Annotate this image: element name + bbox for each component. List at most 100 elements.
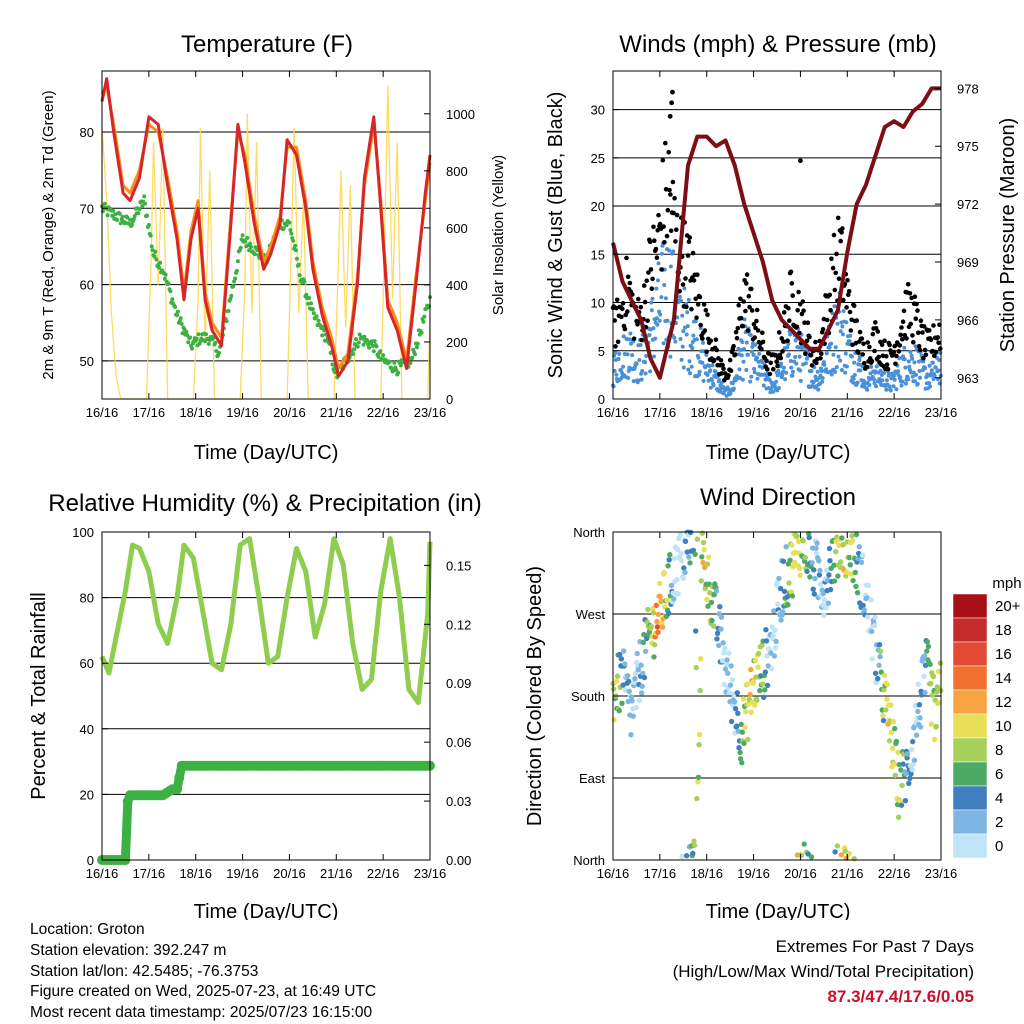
wind-gust-point <box>876 354 881 360</box>
dewpoint-point <box>367 345 372 350</box>
dewpoint-point <box>148 233 153 238</box>
wind-speed-point <box>865 387 870 392</box>
wind-speed-point <box>904 381 908 386</box>
direction-point <box>697 687 703 694</box>
wind-speed-point <box>932 373 937 378</box>
x-tick-label: 20/16 <box>784 866 817 881</box>
y-tick-label-right: 969 <box>957 255 979 270</box>
direction-point <box>827 586 834 593</box>
wind-gust-point <box>797 330 802 336</box>
wind-speed-point <box>927 363 932 368</box>
dewpoint-point <box>330 362 335 367</box>
dewpoint-point <box>163 272 168 277</box>
direction-point <box>927 661 933 668</box>
wind-speed-point <box>744 368 749 372</box>
wind-gust-point <box>848 328 854 333</box>
wind-speed-point <box>650 296 655 301</box>
direction-point <box>764 682 771 689</box>
wind-speed-point <box>681 329 686 334</box>
dewpoint-point <box>372 339 377 344</box>
legend-label: 10 <box>995 718 1012 735</box>
wind-gust-point <box>613 344 618 349</box>
y-tick-label: 50 <box>80 354 94 369</box>
wind-speed-point <box>917 369 922 373</box>
wind-gust-point <box>862 361 867 366</box>
y-tick-label-right: 972 <box>957 197 979 212</box>
wind-gust-point <box>668 192 673 197</box>
wind-gust-point <box>814 360 819 366</box>
humidity-frame <box>101 531 431 861</box>
direction-point <box>928 680 934 687</box>
direction-point <box>681 565 687 571</box>
direction-point <box>832 849 838 855</box>
wind-speed-point <box>678 337 683 341</box>
dewpoint-point <box>248 241 253 246</box>
direction-point <box>908 771 914 777</box>
wind-speed-point <box>831 352 836 357</box>
direction-point <box>657 580 663 587</box>
direction-point <box>821 612 827 618</box>
wind-speed-point <box>668 354 673 359</box>
direction-point <box>735 710 741 716</box>
wind-speed-point <box>654 286 659 291</box>
direction-point <box>650 610 657 616</box>
direction-point <box>835 573 841 579</box>
direction-point <box>741 740 747 747</box>
wind-gust-point <box>846 289 852 294</box>
wind-speed-point <box>749 349 754 354</box>
wind-gust-point <box>844 305 849 310</box>
direction-point <box>872 670 879 676</box>
wind-gust-point <box>910 333 915 338</box>
dewpoint-point <box>188 335 193 340</box>
wind-speed-point <box>829 341 834 346</box>
wind-gust-point <box>735 325 741 331</box>
wind-gust-point <box>839 230 844 235</box>
wind-gust-point <box>645 318 650 324</box>
direction-point <box>718 626 724 632</box>
direction-panel: Wind Direction 16/16 17/16 18/16 19/16 20/16… <box>524 484 1022 920</box>
direction-point <box>645 606 651 613</box>
wind-gust-point <box>794 324 800 330</box>
y-tick-label: West <box>576 607 606 622</box>
wind-speed-point <box>887 384 892 389</box>
direction-point <box>794 533 800 539</box>
direction-point <box>790 564 796 570</box>
direction-point <box>853 583 859 590</box>
direction-point <box>895 749 901 755</box>
wind-speed-point <box>833 370 838 374</box>
wind-gust-point <box>884 353 889 359</box>
dewpoint-point <box>186 340 191 345</box>
wind-speed-point <box>696 355 701 360</box>
direction-point <box>921 653 928 659</box>
direction-point <box>892 772 898 778</box>
wind-ylabel: Sonic Wind & Gust (Blue, Black) <box>545 92 567 379</box>
direction-point <box>915 708 921 715</box>
dewpoint-point <box>294 248 298 253</box>
humidity-series <box>97 536 435 865</box>
dewpoint-point <box>354 337 358 342</box>
wind-gust-point <box>847 309 853 315</box>
wind-gust-point <box>776 330 782 335</box>
direction-point <box>937 669 943 675</box>
wind-gust-point <box>685 253 691 258</box>
dewpoint-point <box>414 345 419 350</box>
direction-point <box>897 798 903 804</box>
x-tick-label: 23/16 <box>925 405 958 420</box>
wind-speed-point <box>783 377 788 382</box>
y-tick-label: 60 <box>80 656 94 671</box>
wind-speed-point <box>644 354 649 358</box>
wind-speed-point <box>672 335 677 340</box>
wind-speed-point <box>869 364 874 369</box>
wind-gust-point <box>719 371 725 376</box>
direction-point <box>629 698 635 704</box>
direction-point <box>930 673 937 680</box>
wind-speed-point <box>815 369 820 374</box>
wind-speed-point <box>930 360 935 365</box>
y-tick-label: 20 <box>80 787 94 802</box>
wind-gust-point <box>859 336 865 341</box>
direction-point <box>772 645 779 651</box>
direction-point <box>704 596 710 603</box>
wind-speed-point <box>653 336 658 341</box>
direction-point <box>812 575 818 582</box>
y-tick-label: 15 <box>591 247 605 262</box>
